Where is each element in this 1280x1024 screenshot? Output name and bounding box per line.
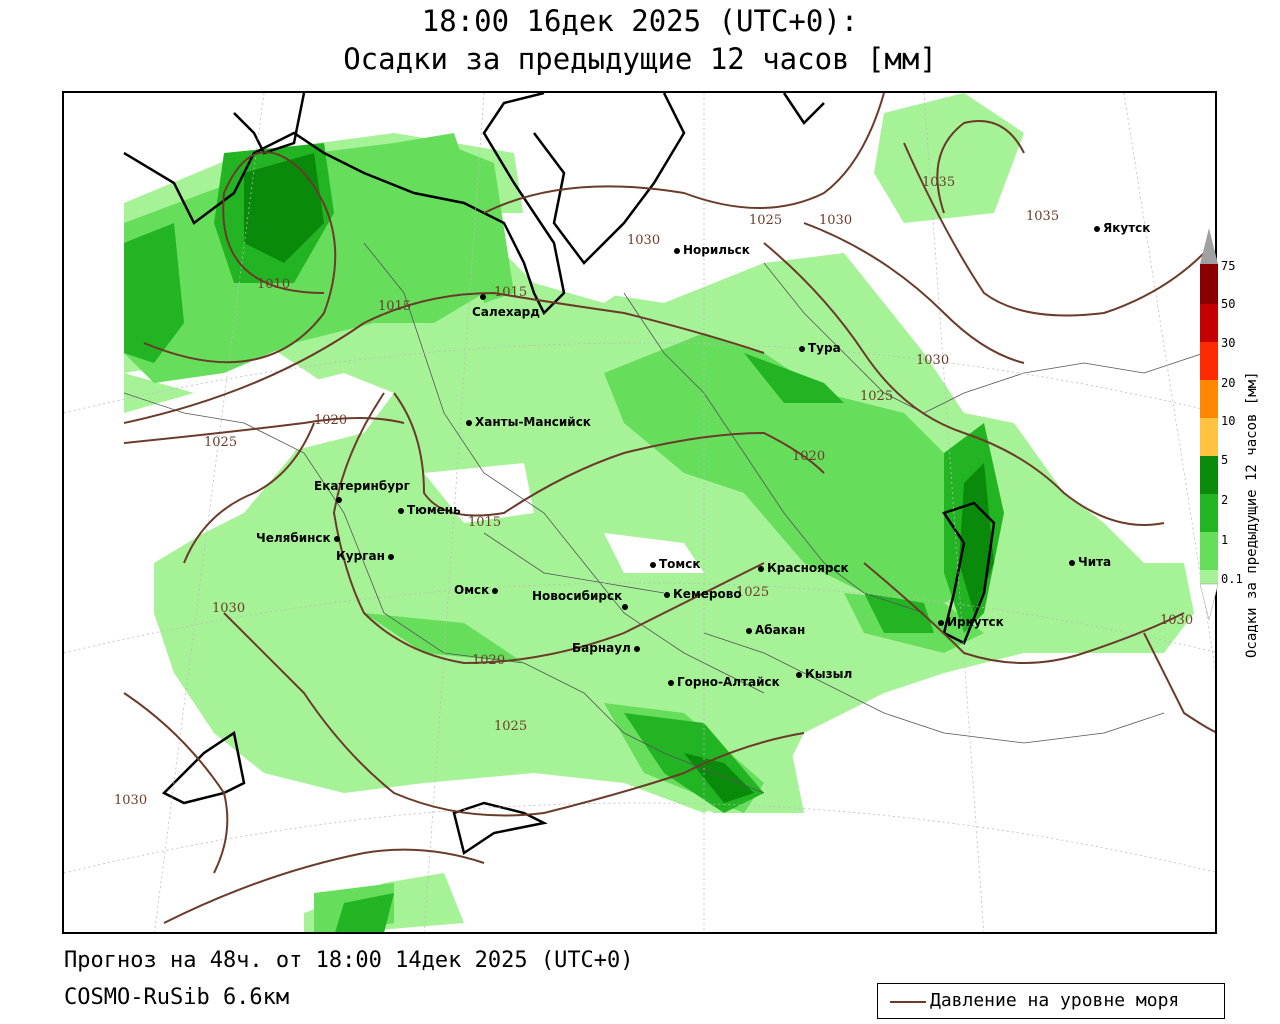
colorbar-tick: 5 — [1221, 453, 1229, 467]
colorbar-tick: 2 — [1221, 493, 1229, 507]
colorbar-tick: 20 — [1221, 376, 1236, 390]
map-title: 18:00 16дек 2025 (UTC+0): — [421, 4, 859, 38]
isobar-label: 1030 — [1160, 613, 1194, 628]
isobar-label: 1015 — [468, 515, 502, 530]
city-label: Красноярск — [758, 561, 849, 575]
city-label: Томск — [650, 557, 701, 571]
isobar-legend: Давление на уровне моря — [877, 983, 1225, 1019]
isobar-label: 1010 — [257, 277, 291, 292]
isobar-label: 1025 — [736, 585, 770, 600]
precipitation-map: 1035 1035 1025 1030 1030 1010 1015 1015 … — [62, 91, 1217, 934]
isobar-label: 1020 — [792, 449, 826, 464]
city-label: Абакан — [746, 623, 805, 637]
isobar-label: 1030 — [212, 601, 246, 616]
model-name: COSMO-RuSib 6.6км — [64, 985, 290, 1010]
city-label: Якутск — [1094, 221, 1150, 235]
map-graphic — [64, 93, 1215, 932]
city-label: Тура — [799, 341, 841, 355]
isobar-label: 1025 — [860, 389, 894, 404]
city-dot — [622, 599, 631, 613]
colorbar-tick: 75 — [1221, 259, 1236, 273]
city-label: Чита — [1069, 555, 1111, 569]
city-dot — [336, 492, 345, 506]
isobar-label: 1025 — [204, 435, 238, 450]
city-label-text: Салехард — [472, 305, 540, 319]
isobar-legend-label: Давление на уровне моря — [930, 990, 1180, 1011]
isobar-label: 1035 — [922, 175, 956, 190]
city-label: Тюмень — [398, 503, 461, 517]
colorbar-title: Осадки за предыдущие 12 часов [мм] — [1244, 371, 1260, 658]
isobar-label: 1030 — [819, 213, 853, 228]
forecast-info: Прогноз на 48ч. от 18:00 14дек 2025 (UTC… — [64, 948, 634, 973]
city-label: Барнаул — [572, 641, 643, 655]
isobar-label: 1020 — [314, 413, 348, 428]
city-label: Иркутск — [938, 615, 1004, 629]
colorbar-tick: 50 — [1221, 297, 1236, 311]
isobars — [123, 93, 1215, 924]
isobar-label: 1015 — [378, 299, 412, 314]
isobar-label: 1030 — [916, 353, 950, 368]
city-label: Новосибирск — [532, 589, 623, 603]
colorbar-tick: 10 — [1221, 414, 1236, 428]
colorbar-tick: 1 — [1221, 533, 1229, 547]
colorbar-tick: 30 — [1221, 336, 1236, 350]
isobar-label: 1030 — [114, 793, 148, 808]
city-label: Норильск — [674, 243, 750, 257]
colorbar-tick: 0.1 — [1221, 572, 1243, 586]
isobar-label: 1035 — [1026, 209, 1060, 224]
isobar-label: 1015 — [494, 285, 528, 300]
city-label: Кызыл — [796, 667, 852, 681]
city-label-text: Екатеринбург — [314, 479, 410, 493]
isobar-label: 1020 — [472, 653, 506, 668]
region-borders — [123, 242, 1205, 794]
city-label: Омск — [454, 583, 501, 597]
city-label: Челябинск — [256, 531, 343, 545]
isobar-label: 1025 — [749, 213, 783, 228]
city-label: Ханты-Мансийск — [466, 415, 591, 429]
isobar-label: 1025 — [494, 719, 528, 734]
city-label: Курган — [336, 549, 397, 563]
isobar-label: 1030 — [627, 233, 661, 248]
city-label: Горно-Алтайск — [668, 675, 780, 689]
map-subtitle: Осадки за предыдущие 12 часов [мм] — [343, 42, 937, 76]
city-label: Кемерово — [664, 587, 742, 601]
precip-colorbar — [1200, 228, 1218, 620]
city-label — [480, 289, 489, 303]
graticule — [64, 93, 1215, 932]
isobar-legend-line — [890, 1001, 926, 1003]
